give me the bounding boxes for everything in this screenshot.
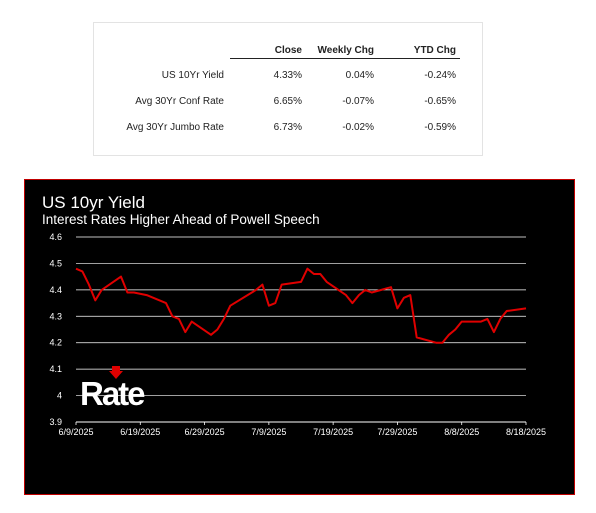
rates-table-card: Close Weekly Chg YTD Chg US 10Yr Yield 4… [93, 22, 483, 156]
header-ytd-chg: YTD Chg [413, 45, 456, 56]
x-tick-label: 8/8/2025 [444, 427, 479, 437]
row-close: 6.65% [273, 96, 302, 107]
row-label: Avg 30Yr Conf Rate [135, 96, 224, 107]
row-close: 4.33% [273, 70, 302, 81]
rates-table: Close Weekly Chg YTD Chg US 10Yr Yield 4… [94, 23, 482, 155]
y-tick-label: 4.2 [49, 338, 62, 348]
y-tick-label: 4.4 [49, 285, 62, 295]
row-weekly: 0.04% [345, 70, 374, 81]
row-label: US 10Yr Yield [161, 70, 224, 81]
header-weekly-chg: Weekly Chg [317, 45, 375, 56]
y-tick-label: 4.1 [49, 364, 62, 374]
header-close: Close [274, 45, 302, 56]
row-weekly: -0.02% [342, 122, 374, 133]
row-ytd: -0.24% [424, 70, 456, 81]
y-tick-label: 4 [57, 391, 62, 401]
x-tick-label: 7/29/2025 [377, 427, 417, 437]
row-weekly: -0.07% [342, 96, 374, 107]
y-tick-label: 4.5 [49, 258, 62, 268]
y-tick-label: 3.9 [49, 417, 62, 427]
chart-subtitle: Interest Rates Higher Ahead of Powell Sp… [42, 212, 320, 227]
x-tick-label: 6/19/2025 [120, 427, 160, 437]
row-label: Avg 30Yr Jumbo Rate [126, 122, 224, 133]
row-ytd: -0.59% [424, 122, 456, 133]
rate-logo: Rate [80, 366, 150, 412]
row-close: 6.73% [273, 122, 302, 133]
x-tick-label: 7/9/2025 [251, 427, 286, 437]
yield-line-chart: 3.9 4 4.1 4.2 4.3 4.4 4.5 4.6 6/9/2025 6/19/2025 6… [49, 232, 546, 437]
x-tick-label: 8/18/2025 [506, 427, 546, 437]
y-tick-label: 4.3 [49, 311, 62, 321]
chart-panel: 3.9 4 4.1 4.2 4.3 4.4 4.5 4.6 6/9/2025 6/19/2025 6… [24, 179, 575, 495]
logo-text: Rate [80, 375, 146, 412]
y-tick-label: 4.6 [49, 232, 62, 242]
logo-arrow-icon [112, 366, 120, 372]
logo-arrow-head-icon [109, 371, 123, 379]
row-ytd: -0.65% [424, 96, 456, 107]
x-tick-label: 7/19/2025 [313, 427, 353, 437]
series-line [75, 267, 527, 344]
chart-title: US 10yr Yield [42, 193, 145, 212]
x-tick-label: 6/9/2025 [58, 427, 93, 437]
x-tick-label: 6/29/2025 [185, 427, 225, 437]
header-rule [230, 58, 460, 59]
